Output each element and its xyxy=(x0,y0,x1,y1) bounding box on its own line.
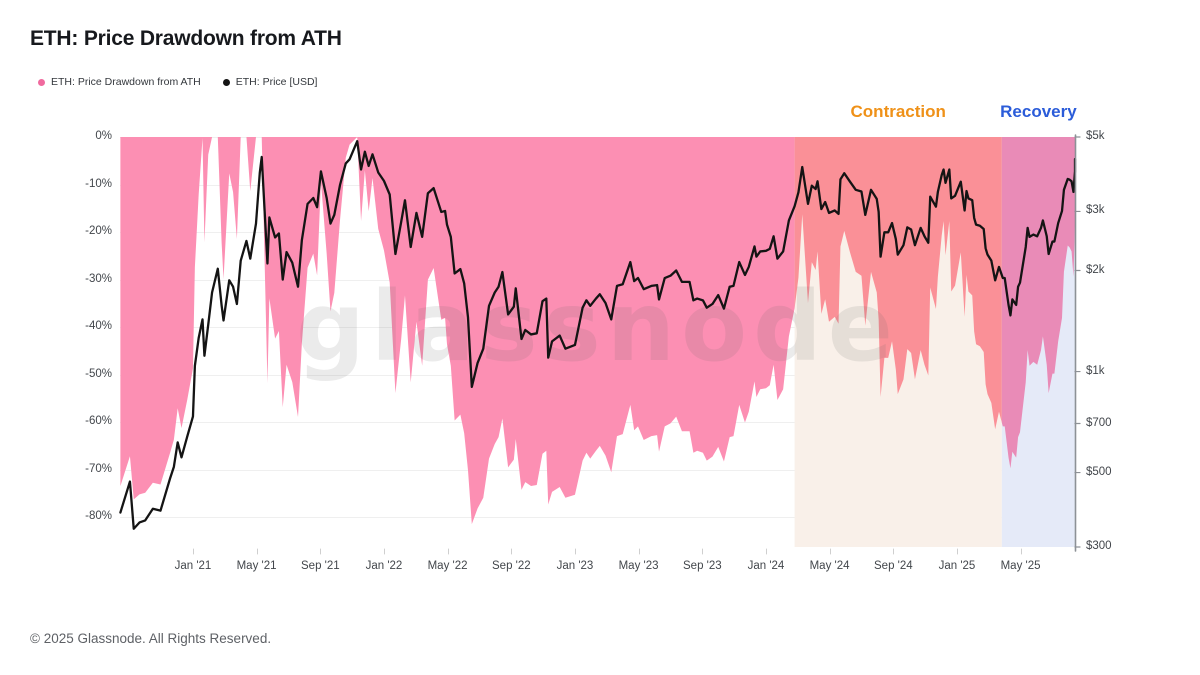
x-axis-label: May '25 xyxy=(1000,560,1041,572)
x-axis-label: Jan '22 xyxy=(365,560,403,572)
copyright-footer: © 2025 Glassnode. All Rights Reserved. xyxy=(30,631,272,646)
x-axis-label: May '24 xyxy=(809,560,850,572)
y-axis-label-right: $300 xyxy=(1086,540,1112,552)
y-axis-label-left: -60% xyxy=(85,415,112,428)
y-axis-label-right: $5k xyxy=(1086,130,1105,142)
y-axis-label-right: $700 xyxy=(1086,416,1112,429)
y-axis-label-right: $500 xyxy=(1086,465,1112,478)
x-axis-label: Jan '24 xyxy=(747,560,785,572)
x-axis-label: May '23 xyxy=(618,560,659,572)
x-axis-label: Jan '25 xyxy=(938,560,976,572)
x-axis-label: Sep '24 xyxy=(874,560,913,572)
x-axis-label: Sep '22 xyxy=(492,560,531,572)
y-axis-label-left: -40% xyxy=(85,320,112,333)
x-axis-label: Sep '23 xyxy=(683,560,722,572)
y-axis-label-left: -20% xyxy=(85,225,112,238)
x-axis-label: Jan '23 xyxy=(556,560,594,572)
y-axis-label-left: -50% xyxy=(85,367,112,380)
x-axis-label: Jan '21 xyxy=(174,560,212,572)
y-axis-label-left: 0% xyxy=(95,130,112,142)
y-axis-label-left: -70% xyxy=(85,462,112,475)
y-axis-label-left: -30% xyxy=(85,272,112,285)
x-axis-label: May '21 xyxy=(236,560,277,572)
y-axis-label-right: $1k xyxy=(1086,364,1105,377)
y-axis-label-right: $3k xyxy=(1086,204,1105,217)
x-axis-label: Sep '21 xyxy=(301,560,340,572)
y-axis-label-left: -80% xyxy=(85,510,112,523)
x-axis-label: May '22 xyxy=(427,560,468,572)
y-axis-label-left: -10% xyxy=(85,177,112,190)
y-axis-label-right: $2k xyxy=(1086,263,1105,276)
